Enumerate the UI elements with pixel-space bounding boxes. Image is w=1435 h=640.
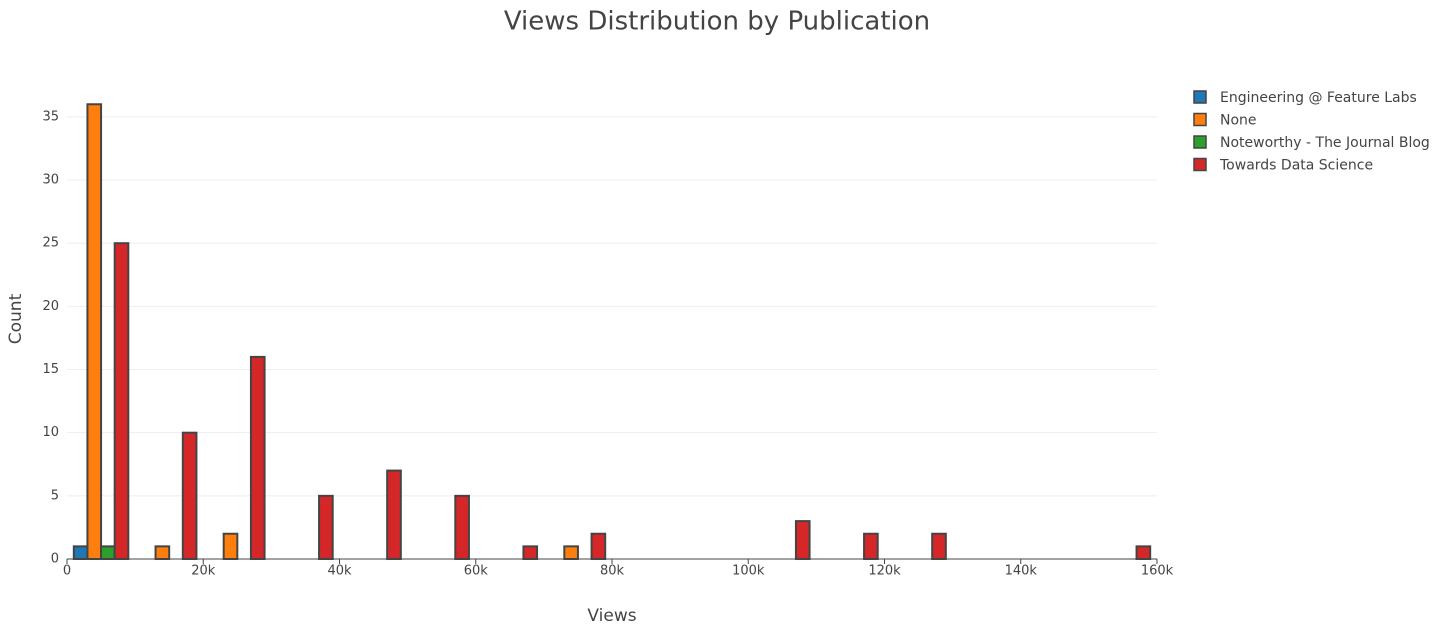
bar	[794, 520, 811, 561]
legend-swatch	[1193, 157, 1207, 172]
bar	[100, 545, 116, 560]
bar	[113, 242, 130, 560]
legend-label: None	[1220, 113, 1257, 129]
legend-label: Engineering @ Feature Labs	[1220, 90, 1417, 106]
x-axis-title: Views	[587, 606, 636, 626]
bar	[863, 532, 879, 560]
x-tick-label: 140k	[1005, 564, 1038, 579]
y-tick-label: 30	[42, 173, 59, 188]
x-tick-label: 0	[63, 564, 71, 579]
y-tick-label: 15	[42, 362, 59, 377]
bar	[181, 431, 198, 560]
bar	[318, 494, 334, 560]
x-tick-label: 100k	[732, 564, 765, 579]
y-tick-label: 20	[42, 299, 59, 314]
x-tick-label: 160k	[1141, 564, 1174, 579]
x-tick-label: 80k	[600, 564, 625, 579]
bar	[154, 545, 171, 560]
chart-title: Views Distribution by Publication	[504, 7, 930, 37]
y-tick-label: 10	[42, 425, 59, 440]
bar	[86, 103, 103, 561]
legend-swatch	[1193, 135, 1207, 149]
legend-label: Towards Data Science	[1219, 158, 1373, 174]
bar	[72, 545, 89, 560]
bar	[931, 532, 947, 560]
legend-swatch	[1193, 90, 1207, 104]
y-axis-title: Count	[6, 293, 26, 344]
x-tick-label: 20k	[191, 564, 216, 579]
x-tick-label: 40k	[327, 564, 352, 579]
y-tick-label: 5	[51, 488, 59, 503]
bar	[454, 494, 470, 560]
bar	[386, 469, 402, 560]
x-tick-label: 60k	[464, 564, 489, 579]
bar	[563, 545, 579, 560]
bar	[1135, 545, 1152, 560]
y-tick-label: 35	[42, 109, 59, 124]
bar	[249, 355, 266, 561]
y-tick-label: 0	[51, 552, 59, 567]
bar	[222, 532, 239, 560]
x-tick-label: 120k	[868, 564, 901, 579]
bar	[522, 545, 539, 560]
legend-label: Noteworthy - The Journal Blog	[1220, 135, 1430, 151]
legend-swatch	[1193, 112, 1207, 127]
y-tick-label: 25	[42, 236, 59, 251]
bar	[590, 532, 607, 560]
